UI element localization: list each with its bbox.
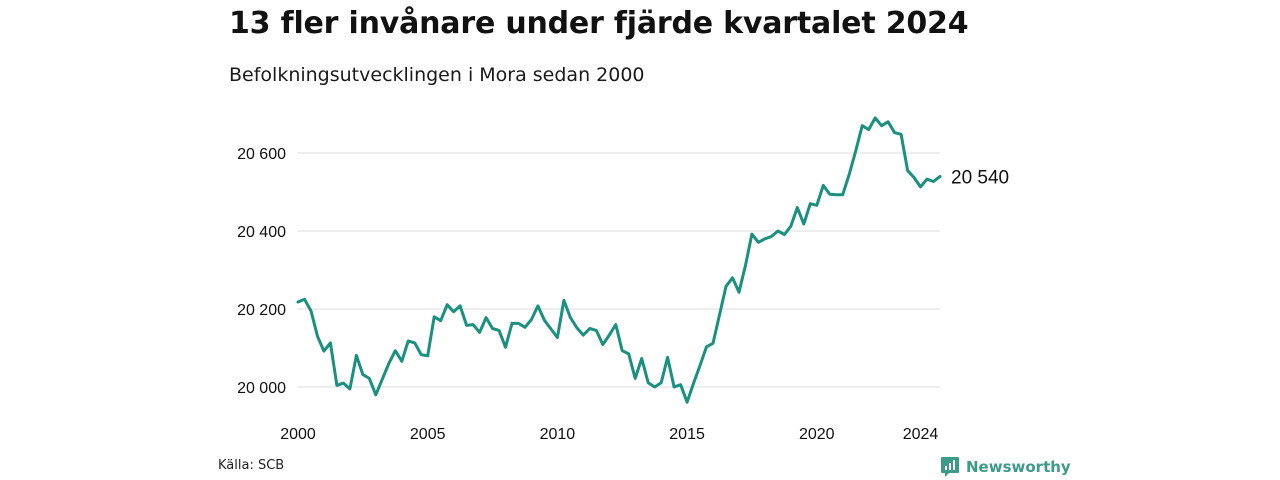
x-tick-label: 2015 (669, 426, 705, 443)
y-tick-label: 20 600 (237, 146, 286, 163)
chart-title: 13 fler invånare under fjärde kvartalet … (229, 6, 969, 41)
end-value-label: 20 540 (951, 167, 1009, 188)
brand-name: Newsworthy (966, 458, 1071, 476)
y-tick-label: 20 200 (237, 302, 286, 319)
y-tick-label: 20 400 (237, 224, 286, 241)
y-axis: 20 000 20 200 20 400 20 600 (237, 146, 286, 397)
chart-subtitle: Befolkningsutvecklingen i Mora sedan 200… (229, 64, 645, 86)
x-tick-label: 2000 (280, 426, 316, 443)
x-tick-label: 2020 (799, 426, 835, 443)
source-note: Källa: SCB (218, 458, 285, 473)
brand-logo: Newsworthy (940, 456, 1071, 478)
x-tick-label: 2010 (540, 426, 576, 443)
series-line (296, 116, 942, 404)
y-tick-label: 20 000 (237, 380, 286, 397)
x-tick-label: 2005 (410, 426, 446, 443)
x-tick-label: 2024 (903, 426, 939, 443)
newsworthy-logo-icon (941, 457, 959, 477)
gridlines (298, 152, 940, 388)
x-axis: 2000 2005 2010 2015 2020 2024 (280, 426, 938, 443)
